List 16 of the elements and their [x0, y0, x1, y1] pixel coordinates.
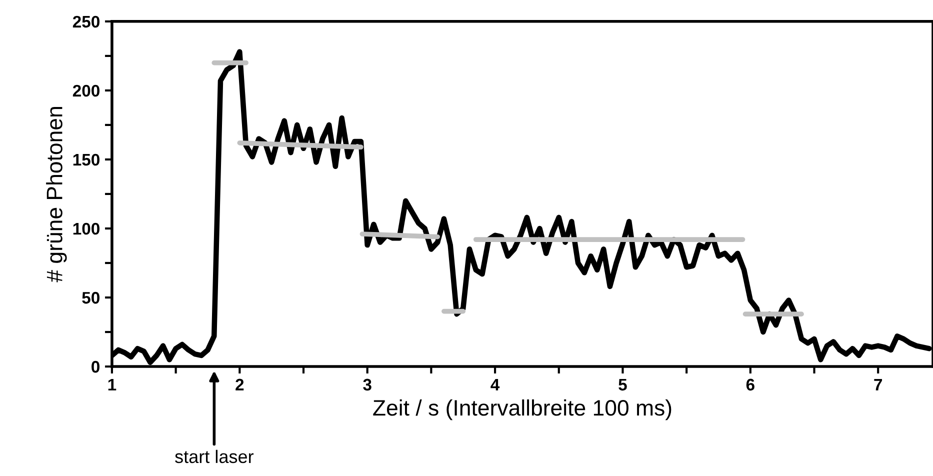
- x-tick-label: 7: [874, 378, 882, 390]
- x-tick-label: 5: [618, 378, 627, 391]
- y-tick-label: 0: [92, 360, 100, 373]
- x-tick-label: 3: [363, 378, 372, 391]
- x-axis-title: Zeit / s (Intervallbreite 100 ms): [373, 399, 672, 420]
- y-tick-label: 150: [73, 154, 100, 166]
- x-tick-label: 1: [108, 378, 116, 390]
- x-tick-label: 6: [746, 378, 754, 391]
- y-tick-label: 100: [73, 222, 100, 235]
- y-tick-label: 50: [82, 292, 100, 304]
- y-axis-title: # grüne Photonen: [46, 107, 67, 282]
- y-tick-label: 200: [72, 84, 100, 97]
- x-tick-label: 4: [490, 378, 500, 390]
- y-tick-label: 250: [72, 16, 100, 28]
- x-tick-label: 2: [236, 378, 244, 390]
- text: start laser: [175, 450, 254, 464]
